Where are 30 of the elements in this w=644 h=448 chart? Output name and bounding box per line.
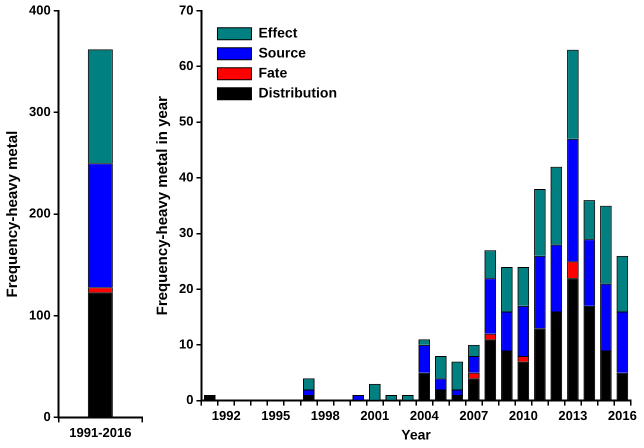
y-tick-label: 60 xyxy=(178,58,194,74)
y-tick-label: 200 xyxy=(28,206,51,221)
legend-label: Fate xyxy=(258,64,288,81)
x-tick-label: 2001 xyxy=(360,408,390,423)
y-tick-label: 40 xyxy=(178,169,194,184)
x-tick-label: 2016 xyxy=(608,408,637,423)
y-tick-label: 300 xyxy=(28,104,51,120)
x-tick-label: 1998 xyxy=(310,408,340,423)
y-tick-label: 30 xyxy=(178,225,194,240)
y-tick-label: 100 xyxy=(28,307,51,322)
x-tick-label: 2007 xyxy=(459,408,488,423)
y-axis-title: Frequency-heavy metal in year xyxy=(154,96,172,316)
y-tick-label: 400 xyxy=(28,2,51,18)
y-tick-label: 50 xyxy=(178,114,194,129)
y-tick-label: 0 xyxy=(186,392,194,408)
legend-label: Source xyxy=(258,44,306,61)
x-tick-label: 2010 xyxy=(508,408,538,423)
y-tick-label: 70 xyxy=(178,2,194,18)
legend-label: Effect xyxy=(258,24,298,41)
y-tick-label: 20 xyxy=(178,280,194,296)
x-tick-label: 1991-2016 xyxy=(69,424,132,440)
y-axis-title: Frequency-heavy metal xyxy=(4,130,22,298)
y-tick-label: 10 xyxy=(178,336,194,352)
x-tick-label: 2004 xyxy=(410,408,440,423)
x-tick-label: 1992 xyxy=(212,408,241,423)
legend-label: Distribution xyxy=(258,84,338,101)
x-tick-label: 1995 xyxy=(261,408,290,423)
x-tick-label: 2013 xyxy=(558,408,588,423)
x-axis-title: Year xyxy=(401,426,432,442)
y-tick-label: 0 xyxy=(43,408,51,424)
